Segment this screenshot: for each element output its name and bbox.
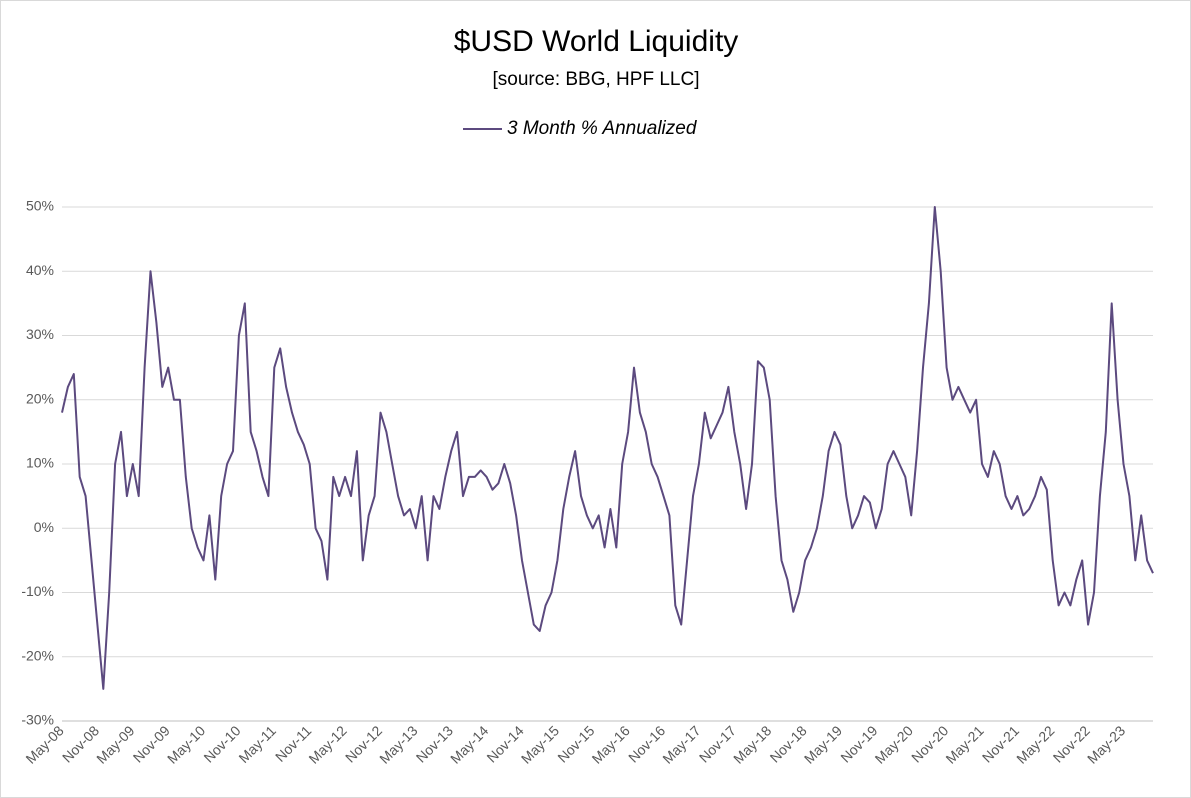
series-line: [61, 206, 1154, 690]
y-tick-label: -10%: [21, 583, 54, 599]
y-tick-label: 0%: [34, 519, 54, 535]
y-tick-label: -30%: [21, 712, 54, 728]
y-tick-label: -20%: [21, 647, 54, 663]
y-tick-label: 50%: [26, 198, 54, 214]
y-tick-label: 40%: [26, 262, 54, 278]
chart-title: $USD World Liquidity: [454, 25, 739, 58]
y-tick-label: 10%: [26, 455, 54, 471]
chart-subtitle: [source: BBG, HPF LLC]: [493, 69, 700, 90]
y-tick-label: 30%: [26, 326, 54, 342]
legend-label: 3 Month % Annualized: [507, 118, 698, 139]
y-tick-label: 20%: [26, 390, 54, 406]
